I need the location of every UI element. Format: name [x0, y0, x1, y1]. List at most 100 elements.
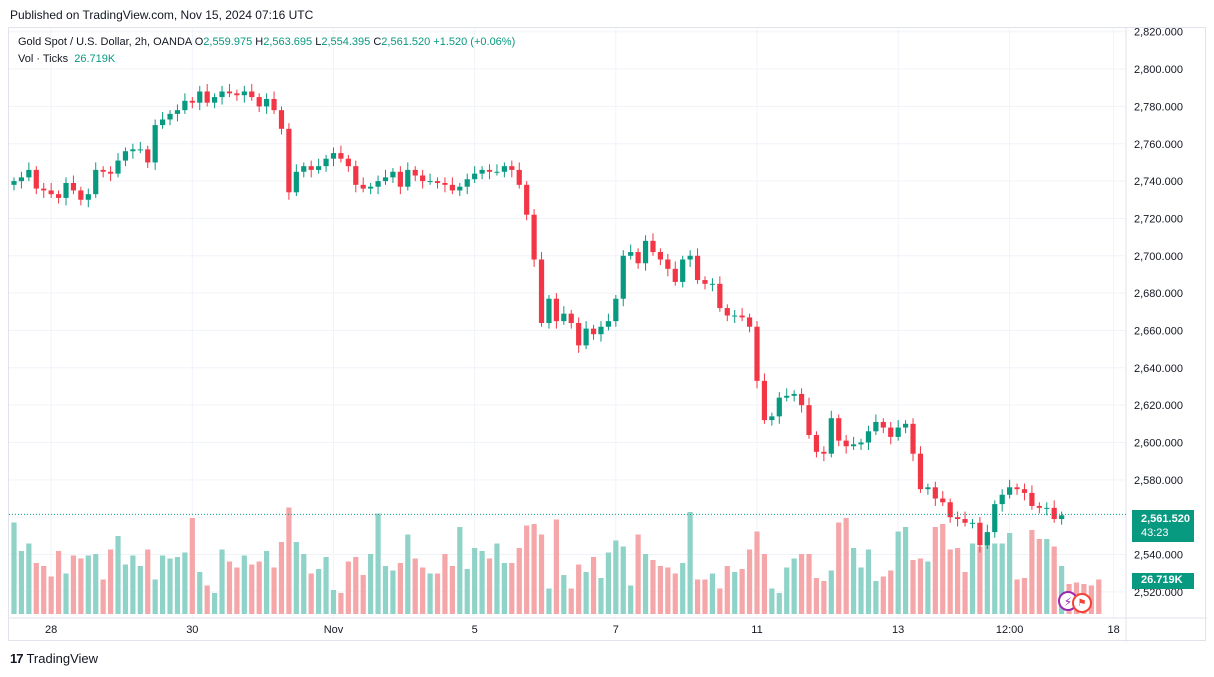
y-tick-label: 2,780.000	[1134, 101, 1183, 113]
candle-body	[784, 395, 790, 398]
volume-bar	[687, 512, 693, 614]
volume-bar	[813, 578, 820, 614]
legend-open-key: O	[194, 36, 204, 48]
volume-bar	[694, 579, 701, 614]
volume-bar	[197, 572, 203, 614]
chart-frame[interactable]: 2,820.000 2,800.000 2,780.000 2,760.000 2,74…	[8, 27, 1207, 642]
volume-bar	[509, 563, 515, 614]
candle-body	[70, 182, 77, 191]
volume-bar	[650, 560, 656, 614]
candle-body	[160, 119, 166, 126]
volume-bar	[442, 554, 448, 614]
y-tick-label: 2,720.000	[1134, 213, 1183, 225]
candle-body	[457, 186, 463, 191]
candle-body	[843, 440, 849, 447]
candle-body	[486, 169, 493, 172]
volume-bar	[479, 551, 485, 614]
candle-body	[33, 169, 39, 189]
candle-body	[330, 153, 337, 159]
volume-bar	[330, 590, 337, 614]
volume-bar	[910, 560, 916, 614]
volume-bar	[1014, 579, 1020, 614]
volume-bar	[26, 543, 32, 614]
candle-body	[308, 166, 314, 170]
volume-bar	[672, 573, 678, 614]
candle-body	[754, 326, 760, 381]
legend-symbol[interactable]: Gold Spot / U.S. Dollar, 2h, OANDA	[18, 36, 192, 48]
candle-body	[234, 93, 240, 96]
candle-body	[501, 166, 507, 172]
volume-bar	[620, 546, 626, 614]
volume-bar	[702, 579, 708, 614]
volume-bar	[1007, 533, 1013, 614]
candle-body	[895, 427, 901, 437]
candle-body	[992, 504, 998, 533]
volume-bar	[657, 566, 664, 614]
candle-body	[63, 182, 69, 198]
candle-body	[405, 169, 411, 187]
bar-countdown: 43:23	[1141, 527, 1169, 539]
volume-bar	[843, 518, 849, 614]
candle-body	[1007, 487, 1013, 495]
y-tick-label: 2,820.000	[1134, 28, 1183, 39]
footer-branding[interactable]: 17 TradingView	[10, 651, 98, 666]
volume-bar	[308, 573, 314, 614]
volume-bar	[293, 542, 299, 614]
legend-volume-label: Vol · Ticks	[18, 53, 69, 65]
volume-bar	[925, 561, 931, 614]
volume-bar	[1036, 539, 1042, 614]
candle-body	[769, 416, 775, 421]
volume-bar	[145, 549, 151, 614]
volume-bar	[605, 552, 611, 614]
candle-body	[546, 298, 552, 323]
candle-body	[345, 158, 351, 167]
volume-bar	[1029, 530, 1035, 614]
legend-close-value: 2,561.520	[381, 36, 431, 48]
legend-low-value: 2,554.395	[321, 36, 371, 48]
volume-bar	[665, 567, 671, 614]
x-tick-label: 11	[751, 624, 762, 636]
candle-body	[642, 240, 649, 264]
candle-body	[724, 308, 730, 316]
x-tick-label: 28	[45, 624, 57, 636]
legend-low-key: L	[315, 36, 322, 48]
candle-body	[301, 166, 307, 172]
volume-bar	[107, 549, 114, 614]
volume-bar	[368, 554, 374, 614]
candle-body	[791, 393, 797, 396]
candle-body	[680, 259, 686, 282]
volume-bar	[204, 585, 210, 614]
candle-body	[776, 397, 782, 417]
volume-bar	[434, 573, 441, 614]
volume-bar	[858, 567, 864, 614]
price-chart[interactable]: 2,820.000 2,800.000 2,780.000 2,760.000 2,74…	[9, 28, 1207, 642]
candle-body	[1029, 492, 1035, 506]
volume-bar	[1021, 578, 1028, 614]
volume-bar	[821, 581, 827, 614]
candle-body	[449, 184, 455, 191]
legend-ohlc-row[interactable]: Gold Spot / U.S. Dollar, 2h, OANDA O2,55…	[18, 34, 515, 51]
volume-bar	[598, 578, 604, 614]
volume-bar	[769, 588, 775, 614]
candle-body	[256, 97, 262, 107]
x-tick-label: 18	[1108, 624, 1120, 636]
candle-body	[940, 498, 946, 503]
candle-body	[962, 519, 968, 523]
candle-body	[397, 171, 403, 187]
candle-body	[531, 214, 537, 260]
candle-body	[828, 418, 834, 454]
legend-volume-row[interactable]: Vol · Ticks 26.719K	[18, 51, 515, 68]
candle-body	[509, 166, 515, 170]
candle-body	[390, 171, 396, 178]
candle-body	[197, 91, 203, 103]
volume-axis-label: 26.719K	[1132, 573, 1194, 589]
volume-bar	[100, 579, 106, 614]
volume-bar	[1096, 579, 1102, 614]
legend-open-value: 2,559.975	[203, 36, 253, 48]
us-flag-event-icon[interactable]: ⚑	[1072, 593, 1092, 613]
volume-bar	[969, 543, 976, 614]
volume-bar	[999, 543, 1005, 614]
y-tick-label: 2,620.000	[1134, 400, 1183, 412]
y-tick-label: 2,520.000	[1134, 587, 1183, 599]
candle-body	[947, 502, 953, 518]
